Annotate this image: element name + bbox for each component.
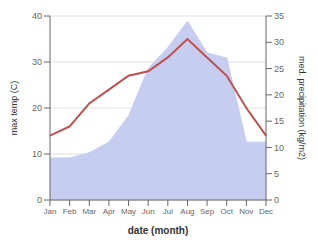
svg-text:Apr: Apr [103,207,116,216]
svg-text:Dec: Dec [259,207,273,216]
svg-text:Nov: Nov [239,207,253,216]
svg-text:Jun: Jun [142,207,155,216]
svg-text:Jul: Jul [163,207,173,216]
svg-text:30: 30 [274,37,284,47]
svg-text:35: 35 [274,11,284,21]
svg-text:10: 10 [274,143,284,153]
svg-text:5: 5 [274,169,279,179]
svg-text:20: 20 [274,90,284,100]
svg-text:May: May [121,207,136,216]
svg-text:25: 25 [274,64,284,74]
svg-text:0: 0 [274,195,279,205]
svg-text:date (month): date (month) [128,225,189,236]
svg-text:30: 30 [32,57,42,67]
svg-text:40: 40 [32,11,42,21]
svg-text:15: 15 [274,116,284,126]
svg-text:20: 20 [32,103,42,113]
svg-text:Sep: Sep [200,207,215,216]
svg-text:Jan: Jan [44,207,57,216]
svg-text:med. precipitation (kg/m2): med. precipitation (kg/m2) [297,56,307,160]
svg-text:max temp (C): max temp (C) [9,81,19,136]
svg-text:10: 10 [32,149,42,159]
svg-text:Aug: Aug [180,207,194,216]
svg-text:Feb: Feb [63,207,77,216]
svg-text:0: 0 [37,195,42,205]
svg-text:Oct: Oct [221,207,234,216]
svg-text:Mar: Mar [82,207,96,216]
